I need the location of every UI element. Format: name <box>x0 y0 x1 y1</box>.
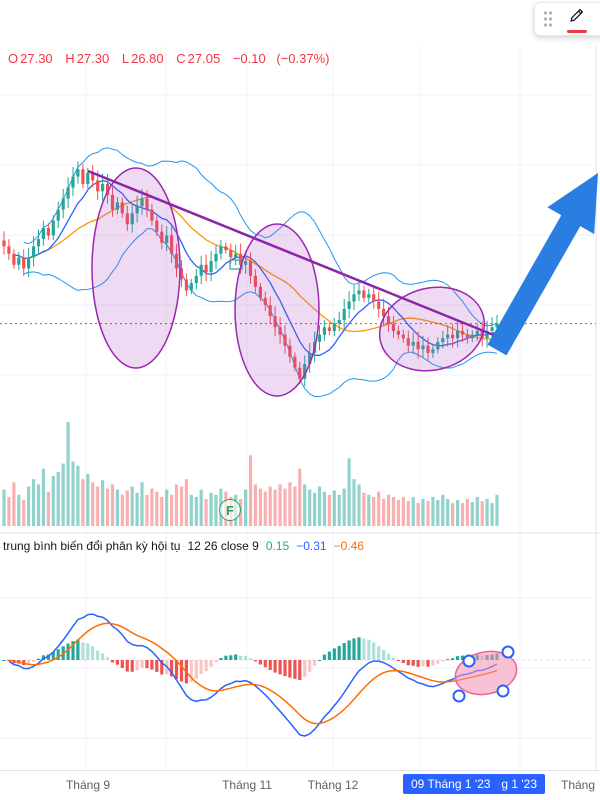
drawing-handle[interactable] <box>501 645 515 659</box>
draw-button[interactable] <box>561 3 593 36</box>
macd-line-value: −0.31 <box>296 539 327 553</box>
draw-color-indicator <box>567 29 587 33</box>
selected-date-text: 09 Tháng 1 '23 <box>411 777 491 791</box>
selected-date-text-2: g 1 '23 <box>501 777 537 791</box>
macd-title: trung bình biến đổi phân kỳ hội tụ <box>3 539 181 553</box>
macd-signal-value: −0.46 <box>333 539 364 553</box>
change-value: −0.10 <box>232 51 266 66</box>
change-percent: (−0.37%) <box>276 51 330 66</box>
drawing-handle[interactable] <box>452 689 466 703</box>
floating-toolbar <box>534 2 600 36</box>
close-label: C <box>176 51 186 66</box>
ohlc-row: O 27.30 H 27.30 L 26.80 C 27.05 −0.10 (−0.37… <box>8 51 336 66</box>
arrow-drawing[interactable] <box>487 173 599 356</box>
time-axis-label: Tháng <box>560 778 596 792</box>
close-value: 27.05 <box>187 51 221 66</box>
time-axis[interactable]: Tháng 9 Tháng 11 Tháng 12 Tháng 09 Tháng 1 … <box>0 770 600 800</box>
high-value: 27.30 <box>76 51 110 66</box>
selected-date-label: 09 Tháng 1 '23 g 1 '23 <box>403 774 545 794</box>
drag-handle[interactable] <box>535 3 561 35</box>
volume-f-marker[interactable]: F <box>219 499 241 521</box>
macd-lines <box>8 613 498 737</box>
drag-dots-icon <box>543 11 553 27</box>
low-label: L <box>121 51 130 66</box>
drawing-handle[interactable] <box>496 684 510 698</box>
macd-hist-value: 0.15 <box>265 539 290 553</box>
open-label: O <box>8 51 19 66</box>
time-axis-label: Tháng 11 <box>222 778 272 792</box>
ellipse-annotation[interactable] <box>371 276 494 381</box>
open-value: 27.30 <box>20 51 53 66</box>
pencil-icon <box>570 8 584 22</box>
time-axis-label: Tháng 12 <box>307 778 359 792</box>
drawing-handle[interactable] <box>462 654 476 668</box>
candles <box>2 161 499 387</box>
macd-indicator-row[interactable]: trung bình biến đổi phân kỳ hội tụ 12 26… <box>3 539 364 553</box>
time-axis-label: Tháng 9 <box>65 778 111 792</box>
macd-histogram <box>2 637 499 684</box>
ellipse-annotation[interactable] <box>91 167 181 369</box>
high-label: H <box>65 51 75 66</box>
volume-bars <box>2 422 499 526</box>
ellipse-annotation[interactable] <box>234 223 320 397</box>
low-value: 26.80 <box>131 51 164 66</box>
macd-params: 12 26 close 9 <box>187 539 259 553</box>
trendline-drawing[interactable] <box>87 169 507 342</box>
